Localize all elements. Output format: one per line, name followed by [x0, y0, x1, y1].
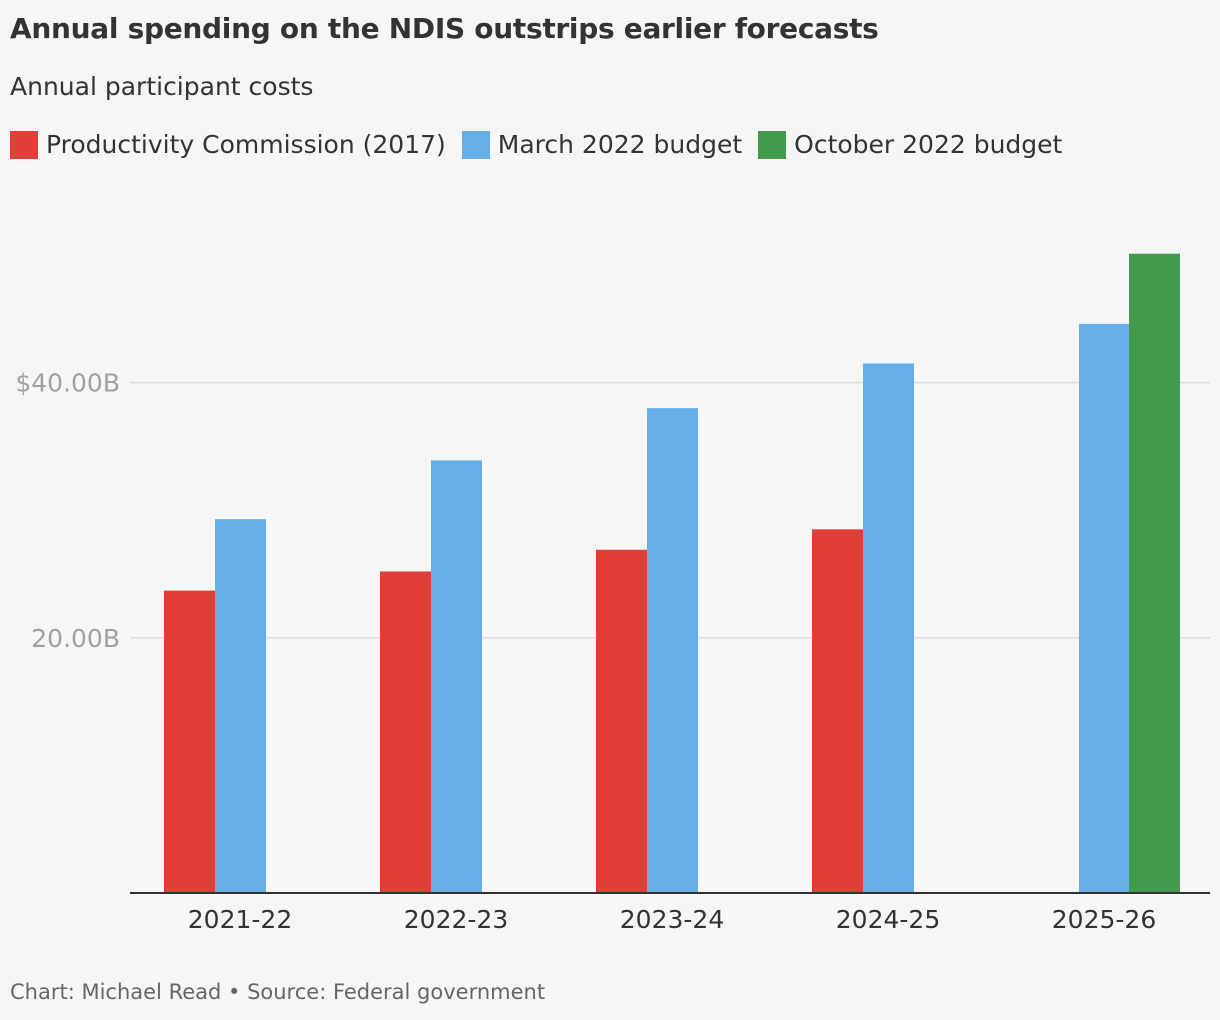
bar [215, 519, 266, 893]
x-tick-label: 2021-22 [188, 905, 292, 934]
bar [164, 590, 215, 893]
legend-item: October 2022 budget [758, 130, 1062, 159]
legend: Productivity Commission (2017) March 2022… [10, 130, 1062, 159]
legend-swatch [758, 130, 787, 159]
legend-swatch [461, 130, 490, 159]
y-tick-label: 20.00B [31, 624, 120, 653]
bar [1129, 253, 1180, 893]
bar [647, 408, 698, 893]
x-tick-label: 2023-24 [620, 905, 724, 934]
legend-swatch [10, 130, 38, 159]
chart-subtitle: Annual participant costs [10, 72, 314, 101]
y-tick-label: $40.00B [15, 369, 120, 398]
legend-item: March 2022 budget [461, 130, 743, 159]
x-tick-label: 2022-23 [404, 905, 508, 934]
x-tick-label: 2025-26 [1052, 905, 1156, 934]
bar [431, 460, 482, 893]
x-tick-label: 2024-25 [836, 905, 940, 934]
legend-label: Productivity Commission (2017) [46, 130, 446, 159]
bar [380, 571, 431, 893]
bar [596, 549, 647, 893]
legend-label: March 2022 budget [497, 130, 743, 159]
bar [1079, 323, 1130, 893]
bar [812, 529, 863, 893]
chart-title: Annual spending on the NDIS outstrips ea… [10, 12, 879, 45]
bar [863, 363, 914, 894]
chart-footer: Chart: Michael Read • Source: Federal go… [10, 980, 546, 1004]
legend-label: October 2022 budget [794, 130, 1063, 159]
legend-item: Productivity Commission (2017) [10, 130, 446, 159]
